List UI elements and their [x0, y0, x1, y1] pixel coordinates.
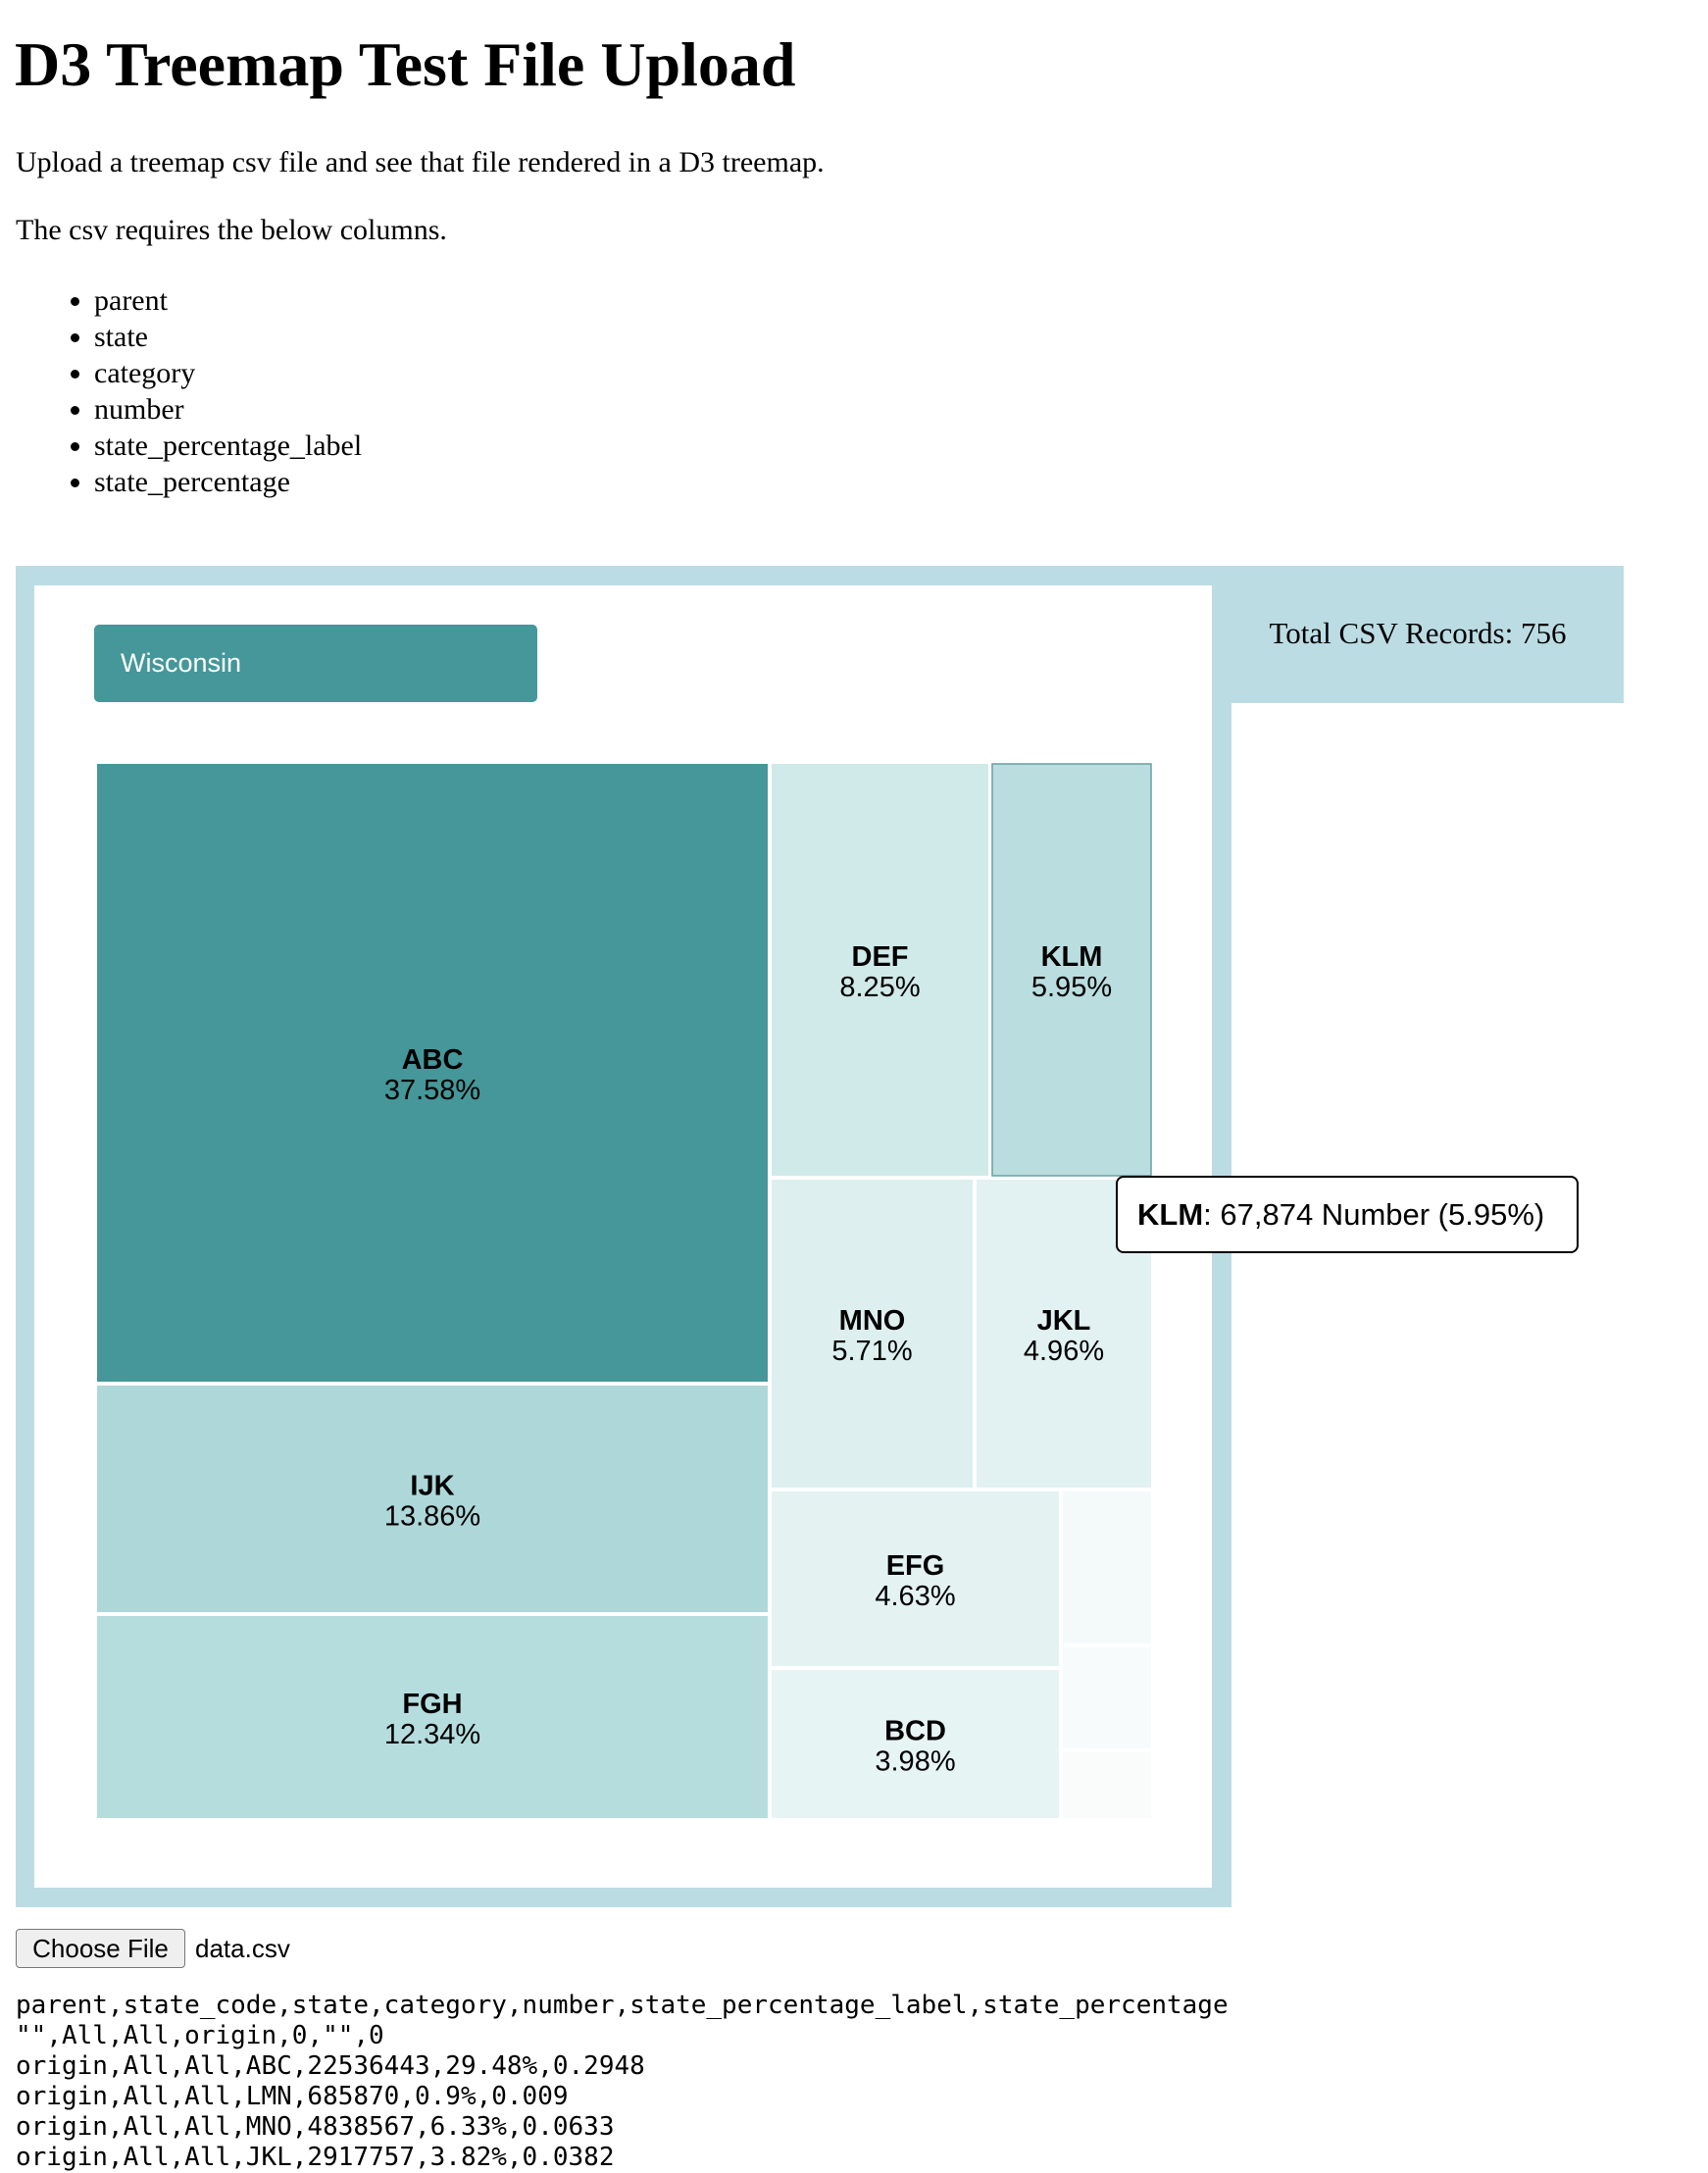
treemap-tile-name: IJK [410, 1471, 454, 1502]
treemap-tile-mno[interactable] [772, 1180, 973, 1488]
treemap-minor-tile[interactable] [1063, 1491, 1151, 1643]
treemap-tile-efg[interactable] [772, 1491, 1059, 1666]
treemap-tile-name: MNO [839, 1305, 906, 1337]
treemap-tile-name: DEF [852, 941, 909, 973]
column-item: state [94, 319, 362, 355]
treemap-tile-def[interactable] [772, 764, 988, 1176]
total-records-label: Total CSV Records: 756 [1269, 616, 1567, 650]
treemap-minor-tile[interactable] [1063, 1752, 1151, 1818]
column-item: number [94, 391, 362, 428]
csv-line: origin,All,All,JKL,2917757,3.82%,0.0382 [16, 2143, 615, 2172]
tooltip-name: KLM [1137, 1197, 1204, 1232]
csv-line: origin,All,All,MNO,4838567,6.33%,0.0633 [16, 2112, 615, 2142]
treemap-tile-percent: 3.98% [875, 1746, 955, 1778]
treemap-tile-name: ABC [402, 1044, 464, 1076]
page-title: D3 Treemap Test File Upload [15, 29, 796, 99]
selected-file-name: data.csv [195, 1934, 290, 1963]
treemap-tile-percent: 4.63% [875, 1581, 955, 1612]
tooltip: KLM: 67,874 Number (5.95%) [1116, 1176, 1579, 1253]
treemap-tile-abc[interactable] [97, 764, 768, 1382]
csv-line: parent,state_code,state,category,number,… [16, 1991, 1229, 2020]
requirement-text: The csv requires the below columns. [16, 214, 447, 246]
tooltip-text: : 67,874 Number (5.95%) [1203, 1197, 1545, 1232]
treemap-tile-name: EFG [886, 1550, 945, 1582]
treemap-minor-tile[interactable] [1063, 1647, 1151, 1748]
intro-text: Upload a treemap csv file and see that f… [16, 146, 825, 178]
records-panel [1212, 566, 1624, 703]
treemap-tile-name: KLM [1041, 941, 1103, 973]
state-selector-button[interactable]: Wisconsin [94, 625, 537, 702]
column-item: state_percentage_label [94, 428, 362, 464]
treemap-tile-name: BCD [884, 1716, 946, 1747]
csv-line: origin,All,All,ABC,22536443,29.48%,0.294… [16, 2051, 645, 2081]
treemap-tile-ijk[interactable] [97, 1386, 768, 1612]
choose-file-button[interactable]: Choose File [16, 1929, 185, 1968]
treemap-tile-fgh[interactable] [97, 1616, 768, 1818]
treemap-tile-percent: 37.58% [384, 1075, 480, 1106]
csv-preview: parent,state_code,state,category,number,… [16, 1991, 1229, 2173]
treemap-tile-percent: 4.96% [1024, 1336, 1104, 1367]
treemap-tile-name: JKL [1037, 1305, 1091, 1337]
treemap-tile-percent: 5.95% [1031, 972, 1112, 1003]
treemap-tile-name: FGH [402, 1689, 462, 1720]
required-columns-list: parent state category number state_perce… [16, 282, 362, 500]
treemap-tile-bcd[interactable] [772, 1670, 1059, 1818]
csv-line: "",All,All,origin,0,"",0 [16, 2021, 384, 2050]
column-item: parent [94, 282, 362, 319]
column-item: state_percentage [94, 464, 362, 500]
treemap-tile-percent: 12.34% [384, 1719, 480, 1750]
treemap-tile-percent: 5.71% [831, 1336, 912, 1367]
treemap-tile-percent: 13.86% [384, 1501, 480, 1533]
treemap-tile-percent: 8.25% [839, 972, 920, 1003]
treemap-tile-klm[interactable] [991, 763, 1152, 1177]
column-item: category [94, 355, 362, 391]
csv-line: origin,All,All,LMN,685870,0.9%,0.009 [16, 2082, 569, 2111]
